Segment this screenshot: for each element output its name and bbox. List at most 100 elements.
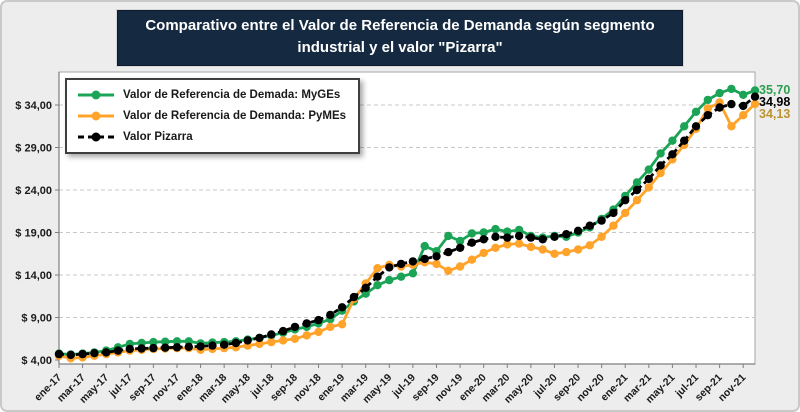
data-point <box>302 319 311 328</box>
data-point <box>432 252 441 261</box>
data-point <box>514 231 524 241</box>
data-point <box>408 269 418 278</box>
data-point <box>503 233 512 242</box>
data-point <box>444 231 453 241</box>
end-value-label: 35,70 <box>759 83 790 97</box>
data-point <box>609 208 618 218</box>
legend-marker <box>78 111 114 121</box>
data-point <box>172 337 182 346</box>
data-point <box>632 185 642 195</box>
data-point <box>668 150 677 159</box>
data-point <box>373 264 382 273</box>
data-point <box>656 149 665 158</box>
data-point <box>444 266 453 275</box>
data-point <box>727 122 736 131</box>
data-point <box>491 224 500 234</box>
end-value-label: 34,13 <box>759 107 790 121</box>
data-point <box>361 283 370 292</box>
data-point <box>184 342 193 351</box>
data-point <box>161 337 170 346</box>
data-point <box>597 232 606 241</box>
data-point <box>656 161 665 170</box>
data-point <box>750 92 760 101</box>
y-tick-label: $ 4,00 <box>21 355 52 367</box>
data-point <box>208 341 217 350</box>
data-point <box>632 196 642 205</box>
data-point <box>455 236 465 246</box>
data-point <box>467 238 477 247</box>
data-point <box>396 259 406 269</box>
data-point <box>231 338 241 348</box>
data-point <box>290 334 300 343</box>
data-point <box>585 241 594 250</box>
data-point <box>491 232 500 241</box>
data-point <box>526 233 536 242</box>
data-point <box>54 349 64 359</box>
data-point <box>514 239 524 248</box>
legend-label: Valor Pizarra <box>123 131 193 143</box>
data-point <box>750 99 760 109</box>
data-point <box>172 343 182 352</box>
data-point <box>562 247 571 257</box>
data-point <box>373 272 382 281</box>
data-point <box>538 245 547 254</box>
data-point <box>585 221 594 230</box>
data-point <box>715 88 724 98</box>
y-tick-label: $ 24,00 <box>15 185 52 197</box>
legend: Valor de Referencia de Demada: MyGEs Valo… <box>65 78 361 154</box>
data-point <box>373 281 382 290</box>
data-point <box>597 216 606 225</box>
data-point <box>632 178 642 187</box>
data-point <box>703 111 712 120</box>
data-point <box>361 289 370 298</box>
data-point <box>161 343 170 352</box>
data-point <box>278 326 288 336</box>
data-point <box>503 240 512 249</box>
data-point <box>196 342 205 351</box>
data-point <box>314 327 323 337</box>
data-point <box>573 245 583 254</box>
data-point <box>349 292 359 302</box>
data-point <box>479 248 488 258</box>
data-point <box>550 249 559 258</box>
data-point <box>609 221 618 230</box>
data-point <box>691 107 701 117</box>
data-point <box>644 174 653 184</box>
data-point <box>255 333 264 343</box>
data-point <box>385 263 394 272</box>
data-point <box>514 225 524 235</box>
data-point <box>326 322 335 332</box>
legend-marker <box>78 132 114 142</box>
data-point <box>255 339 264 349</box>
data-point <box>78 349 87 359</box>
data-point <box>680 122 689 131</box>
data-point <box>444 247 453 257</box>
data-point <box>727 99 736 109</box>
legend-item: Valor de Referencia de Demada: MyGEs <box>77 89 346 101</box>
data-point <box>385 275 394 285</box>
data-point <box>243 336 252 345</box>
data-point <box>408 257 418 266</box>
data-point <box>715 103 724 112</box>
data-point <box>491 243 500 252</box>
data-point <box>113 346 123 355</box>
y-tick-label: $ 19,00 <box>15 228 52 240</box>
data-point <box>691 122 701 131</box>
data-point <box>703 104 712 113</box>
data-point <box>220 340 229 349</box>
data-point <box>455 262 465 271</box>
data-point <box>703 95 712 105</box>
data-point <box>750 86 760 95</box>
data-point <box>125 344 134 354</box>
data-point <box>668 136 677 145</box>
data-point <box>526 242 536 252</box>
y-tick-label: $ 14,00 <box>15 270 52 282</box>
data-point <box>479 228 488 237</box>
data-point <box>149 343 158 353</box>
data-point <box>337 320 347 329</box>
legend-marker <box>78 90 114 100</box>
y-tick-label: $ 29,00 <box>15 143 52 155</box>
end-value-label: 34,98 <box>759 95 790 109</box>
